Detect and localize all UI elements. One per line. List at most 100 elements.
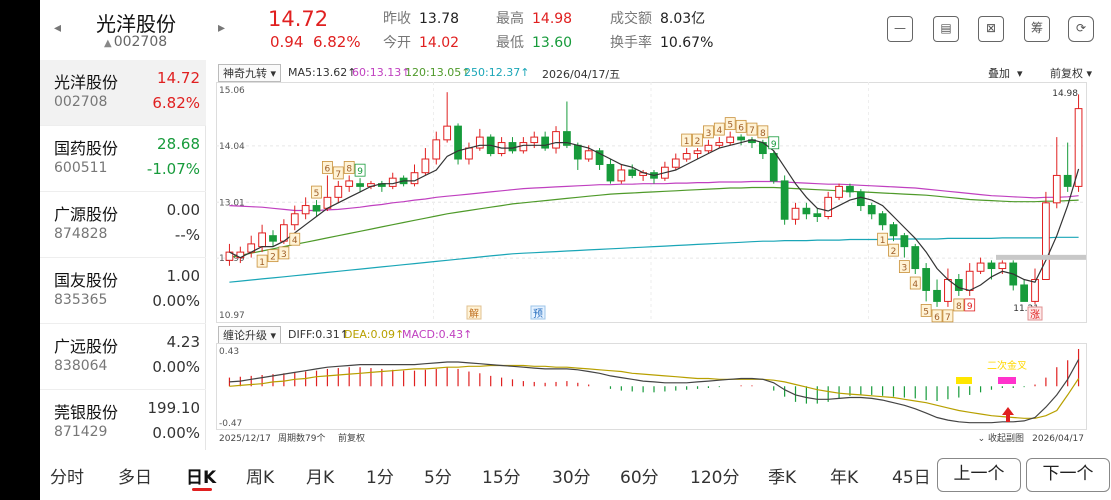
watchlist-item[interactable]: 莞银股份 199.10 871429 0.00% bbox=[40, 390, 206, 456]
watchlist-change-pct: 0.00% bbox=[152, 424, 200, 442]
kline-y-label: 13.01 bbox=[219, 198, 245, 208]
next-stock-arrow-icon[interactable]: ▸ bbox=[218, 20, 226, 36]
signal-magenta-mark bbox=[998, 377, 1016, 384]
yu-text: 预 bbox=[533, 308, 543, 320]
candle-body bbox=[421, 158, 430, 174]
prev-stock-arrow-icon[interactable]: ◂ bbox=[54, 20, 62, 36]
stat-open: 今开 14.02 bbox=[383, 35, 460, 51]
stock-code: ▲ 002708 bbox=[104, 34, 167, 50]
watchlist-item[interactable]: 国药股份 28.68 600511 -1.07% bbox=[40, 126, 206, 192]
tab-6[interactable]: 5分 bbox=[424, 468, 452, 488]
watchlist-change-pct: -1.07% bbox=[146, 160, 200, 178]
nine-turn-badge bbox=[953, 298, 965, 312]
nine-turn-badge bbox=[964, 298, 976, 312]
grid-icon[interactable]: ⊠ bbox=[978, 16, 1004, 42]
candle-body bbox=[290, 213, 299, 226]
tab-2[interactable]: 日K bbox=[186, 468, 217, 488]
tab-1[interactable]: 多日 bbox=[118, 468, 152, 488]
candle-body bbox=[944, 278, 952, 302]
watchlist-price: 14.72 bbox=[157, 69, 200, 87]
tab-8[interactable]: 30分 bbox=[552, 468, 591, 488]
watchlist-item[interactable]: 广远股份 4.23 838064 0.00% bbox=[40, 324, 206, 390]
kline-chart[interactable]: 15.0614.0413.0111.9910.97123456789123456… bbox=[216, 82, 1094, 324]
watchlist-price: 4.23 bbox=[166, 333, 200, 351]
tab-5[interactable]: 1分 bbox=[366, 468, 394, 488]
nine-turn-number: 2 bbox=[891, 247, 897, 257]
nine-turn-number: 3 bbox=[281, 250, 287, 260]
nine-turn-badge bbox=[322, 161, 333, 174]
kline-indicator-selector[interactable]: 神奇九转 ▾ bbox=[218, 64, 282, 82]
candle-body bbox=[258, 232, 266, 248]
yu-badge bbox=[530, 305, 546, 320]
candle-body bbox=[541, 136, 550, 149]
watchlist-item[interactable]: 光洋股份 14.72 002708 6.82% bbox=[40, 60, 206, 126]
candle-body bbox=[835, 185, 843, 198]
candle-body bbox=[508, 142, 517, 152]
macd-end-date: 2026/04/17 bbox=[1032, 434, 1084, 444]
watchlist-change-pct: 6.82% bbox=[152, 94, 200, 112]
ma250-label: 250:12.37↑ bbox=[464, 66, 530, 79]
candle-body bbox=[1020, 284, 1029, 302]
nine-turn-number: 9 bbox=[967, 302, 973, 312]
macd-indicator-selector[interactable]: 缠论升级 ▾ bbox=[218, 326, 282, 344]
watchlist-item[interactable]: 国友股份 1.00 835365 0.00% bbox=[40, 258, 206, 324]
tab-3[interactable]: 周K bbox=[246, 468, 275, 488]
candle-body bbox=[998, 262, 1007, 270]
watchlist-change-pct: 0.00% bbox=[152, 358, 200, 376]
candle-body bbox=[530, 136, 539, 144]
tab-11[interactable]: 季K bbox=[768, 468, 797, 488]
watchlist-item[interactable]: 广源股份 0.00 874828 --% bbox=[40, 192, 206, 258]
tab-10[interactable]: 120分 bbox=[690, 468, 740, 488]
candle-body bbox=[334, 185, 343, 198]
overlay-selector[interactable]: 叠加 ▾ bbox=[988, 67, 1023, 80]
nine-turn-badge bbox=[942, 309, 954, 323]
macd-frame bbox=[216, 343, 1087, 430]
candle-body bbox=[813, 213, 822, 218]
candle-body bbox=[563, 131, 571, 146]
screen-icon[interactable]: ▤ bbox=[933, 16, 959, 42]
candle-body bbox=[737, 136, 745, 141]
candle-body bbox=[769, 153, 778, 182]
rotate-icon[interactable]: ⟳ bbox=[1068, 16, 1094, 42]
jie-badge bbox=[466, 305, 482, 320]
watchlist-stock-code: 871429 bbox=[54, 424, 108, 440]
kline-ymax-label: 15.06 bbox=[219, 86, 245, 96]
nine-turn-badge bbox=[735, 119, 747, 133]
candle-body bbox=[987, 262, 996, 270]
next-stock-button[interactable]: 下一个 bbox=[1026, 458, 1110, 492]
nine-turn-badge bbox=[713, 122, 725, 136]
nine-turn-number: 7 bbox=[749, 126, 755, 136]
watchlist-stock-code: 600511 bbox=[54, 160, 108, 176]
change-value: 0.94 bbox=[270, 33, 304, 51]
candle-body bbox=[682, 153, 691, 160]
ma60-label: 60:13.13↑ bbox=[352, 66, 411, 79]
candle-body bbox=[878, 213, 887, 226]
nine-turn-badge bbox=[289, 232, 301, 246]
tab-13[interactable]: 45日 bbox=[892, 468, 931, 488]
macd-chart[interactable]: 0.43 -0.47 二次金叉 2025/12/17 周期数79个 前复权 ⌄ 收起副图 20… bbox=[216, 343, 1094, 448]
tab-0[interactable]: 分时 bbox=[50, 468, 84, 488]
nine-turn-number: 1 bbox=[259, 258, 265, 268]
zhang-badge bbox=[1027, 306, 1043, 321]
chip-icon[interactable]: 筹 bbox=[1024, 16, 1050, 42]
prev-stock-button[interactable]: 上一个 bbox=[937, 458, 1021, 492]
macd-label: MACD:0.43↑ bbox=[402, 328, 473, 341]
adjust-selector[interactable]: 前复权 ▾ bbox=[1050, 67, 1093, 80]
nine-turn-badge bbox=[311, 185, 322, 199]
watchlist-stock-name: 莞银股份 bbox=[54, 403, 119, 422]
nine-turn-badge bbox=[256, 254, 268, 268]
tab-7[interactable]: 15分 bbox=[482, 468, 521, 488]
candle-body bbox=[824, 196, 833, 218]
nine-turn-badge bbox=[278, 246, 290, 260]
watchlist-stock-name: 国友股份 bbox=[54, 271, 119, 290]
stat-high: 最高 14.98 bbox=[496, 11, 573, 27]
zhang-text: 涨 bbox=[1030, 309, 1040, 321]
tab-12[interactable]: 年K bbox=[830, 468, 859, 488]
nine-turn-number: 8 bbox=[346, 164, 352, 174]
ma250-line bbox=[229, 236, 1079, 283]
tab-9[interactable]: 60分 bbox=[620, 468, 659, 488]
tab-4[interactable]: 月K bbox=[306, 468, 335, 488]
collapse-subchart: ⌄ 收起副图 bbox=[978, 432, 1024, 444]
candle-body bbox=[802, 207, 811, 215]
minus-icon[interactable]: — bbox=[887, 16, 913, 42]
